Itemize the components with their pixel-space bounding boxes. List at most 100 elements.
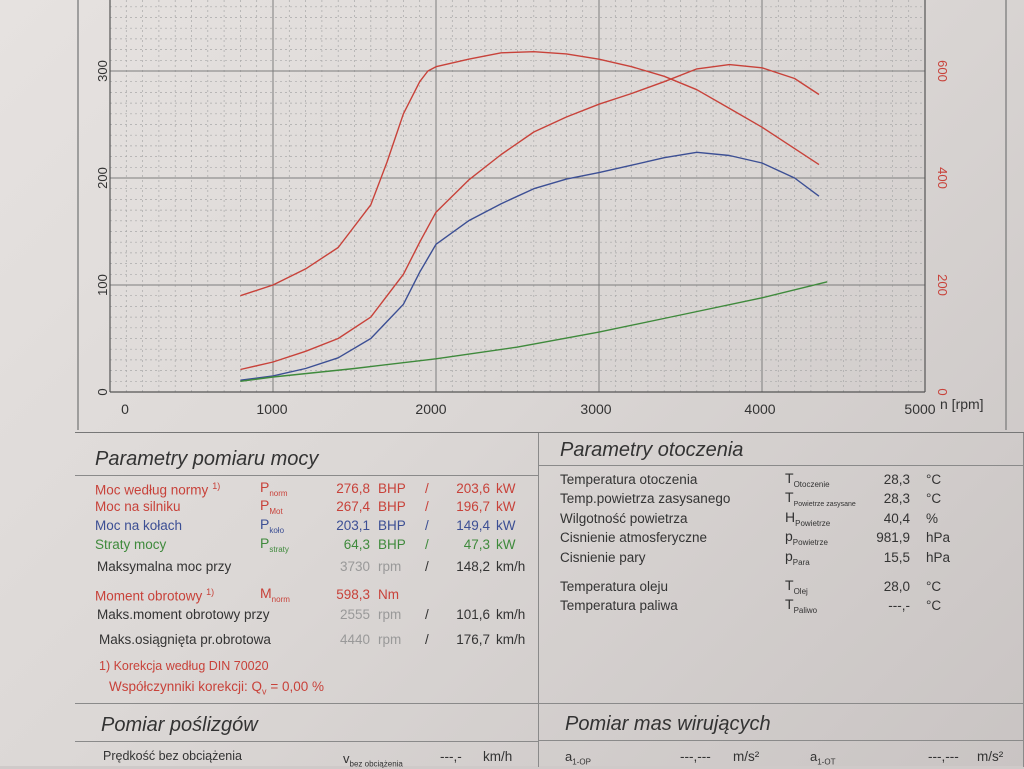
env-row-symbol: TPaliwo (785, 596, 817, 615)
power-row-label-text: Straty mocy (95, 537, 167, 552)
power-wheel-red-curve (240, 63, 820, 371)
correction-value: = 0,00 % (270, 679, 324, 694)
correction-sub: v (262, 686, 267, 697)
y-right-tick-label: 200 (935, 274, 950, 296)
max-power-label: Maksymalna moc przy (97, 559, 232, 574)
max-power-speed: 148,2 (456, 559, 490, 574)
env-title-underline (538, 465, 1024, 466)
power-row-kw-unit: kW (496, 537, 516, 552)
parameters-table: Parametry pomiaru mocy Moc według normy 1… (75, 432, 1024, 769)
power-row-bhp-unit: BHP (378, 518, 406, 533)
chart-grid (77, 0, 1007, 430)
max-torque-rpm: 2555 (339, 607, 370, 622)
y-right-tick-label: 600 (935, 60, 950, 82)
torque-symbol: Mnorm (260, 585, 290, 604)
env-row-sym: p (785, 528, 793, 544)
power-row-label-text: Moc na kołach (95, 518, 183, 533)
torque-sym: M (260, 585, 272, 601)
a1-op-value: ---,--- (680, 749, 711, 764)
env-row-value: 28,3 (883, 472, 910, 487)
power-row-sym: P (260, 516, 270, 532)
power-row-bhp: 203,1 (336, 518, 370, 533)
power-row-label: Moc na silniku (95, 499, 181, 514)
env-row-sub: Powietrze (795, 518, 831, 528)
env-row-unit: °C (926, 598, 942, 613)
env-row-sym: T (785, 489, 794, 505)
slip-sub: bez obciążenia (349, 759, 403, 769)
x-tick-label: 3000 (580, 401, 611, 417)
power-row-sub: norm (269, 488, 288, 498)
power-row-label-text: Moc według normy (95, 482, 209, 498)
env-row-label: Cisnienie atmosferyczne (560, 530, 708, 545)
max-power-rpm: 3730 (339, 559, 370, 574)
footnote-din: 1) Korekcja według DIN 70020 (99, 659, 269, 673)
slip-row-label: Prędkość bez obciążenia (103, 749, 242, 763)
power-loss-green-curve (240, 281, 828, 382)
y-left-tick-label: 100 (95, 274, 110, 296)
a1-op-unit: m/s² (733, 749, 760, 764)
power-row-label: Moc na kołach (95, 518, 182, 533)
separator-slash: / (425, 559, 429, 574)
power-row-symbol: PMot (260, 497, 283, 516)
x-tick-label: 5000 (904, 401, 935, 417)
slip-section-title: Pomiar poślizgów (101, 714, 258, 736)
y-left-tick-label: 200 (95, 167, 110, 189)
env-row-label: Temp.powietrza zasysanego (560, 491, 731, 506)
torque-footnote-mark: 1) (206, 587, 215, 597)
env-row-unit: °C (926, 579, 942, 594)
power-row-bhp: 64,3 (343, 537, 370, 552)
power-row-kw: 196,7 (456, 499, 490, 514)
power-row-label-text: Moc na silniku (95, 499, 181, 514)
a1-op-sub: 1-OP (572, 757, 591, 767)
env-row-value: 28,0 (883, 579, 910, 594)
env-row-value: 28,3 (883, 491, 910, 506)
env-row-label: Temperatura oleju (560, 579, 669, 594)
max-rpm-label: Maks.osiągnięta pr.obrotowa (99, 632, 271, 647)
env-row-symbol: TOtoczenie (785, 470, 830, 489)
env-row-value: 15,5 (883, 550, 910, 565)
power-section-title: Parametry pomiaru mocy (95, 448, 319, 470)
max-power-speed-unit: km/h (496, 559, 526, 574)
torque-value: 598,3 (336, 587, 370, 602)
power-row-kw: 203,6 (456, 481, 490, 496)
power-row-label: Straty mocy (95, 537, 166, 552)
max-torque-speed-unit: km/h (496, 607, 526, 622)
max-torque-rpm-unit: rpm (378, 607, 402, 622)
max-torque-label: Maks.moment obrotowy przy (97, 607, 270, 622)
power-row-bhp: 267,4 (336, 499, 370, 514)
power-row-bhp-unit: BHP (378, 499, 406, 514)
x-tick-label: 2000 (415, 401, 446, 417)
env-row-unit: hPa (926, 550, 951, 565)
chart-ticks: 0 1000 2000 3000 4000 50000100200300020040060… (95, 60, 950, 417)
x-tick-label: 0 (121, 401, 129, 417)
power-row-sub: Mot (269, 506, 283, 516)
separator-slash: / (425, 607, 429, 622)
env-row-label: Cisnienie pary (560, 550, 646, 565)
a1-ot-value: ---,--- (928, 749, 959, 764)
x-axis-label: n [rpm] (940, 396, 984, 412)
env-row-label: Wilgotność powietrza (560, 511, 688, 526)
env-row-sub: Powietrze (792, 537, 828, 547)
env-row-unit: % (926, 511, 939, 526)
a1-op-sym: a (565, 749, 573, 764)
separator-slash: / (425, 499, 429, 514)
power-row-sub: straty (269, 544, 289, 554)
env-row-sub: Olej (793, 586, 808, 596)
env-row-unit: hPa (926, 530, 951, 545)
y-left-tick-label: 300 (95, 60, 110, 82)
mass-section-title: Pomiar mas wirujących (565, 713, 771, 735)
power-row-kw-unit: kW (496, 481, 516, 496)
power-row-kw: 47,3 (463, 537, 490, 552)
env-row-value: 40,4 (883, 511, 910, 526)
slip-sym: v (343, 751, 350, 766)
a1-ot-unit: m/s² (977, 749, 1004, 764)
torque-sub: norm (271, 594, 290, 604)
torque-unit: Nm (378, 587, 399, 602)
slip-symbol: vbez obciążenia (343, 751, 403, 769)
max-torque-speed: 101,6 (456, 607, 490, 622)
footnote-mark: 1) (212, 481, 221, 491)
power-row-symbol: Pstraty (260, 535, 289, 554)
slip-unit: km/h (483, 749, 513, 764)
power-title-underline (75, 475, 538, 476)
env-row-symbol: HPowietrze (785, 509, 830, 528)
